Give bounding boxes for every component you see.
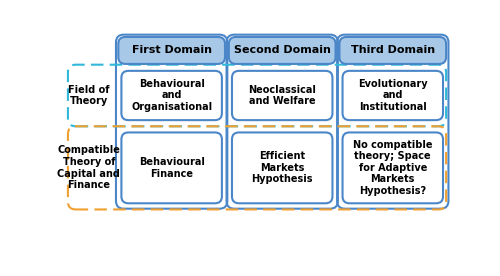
FancyBboxPatch shape — [232, 132, 332, 203]
FancyBboxPatch shape — [122, 132, 222, 203]
Text: Compatible
Theory of
Capital and
Finance: Compatible Theory of Capital and Finance — [58, 145, 120, 190]
FancyBboxPatch shape — [340, 37, 446, 64]
Text: Efficient
Markets
Hypothesis: Efficient Markets Hypothesis — [252, 151, 313, 184]
Text: No compatible
theory; Space
for Adaptive
Markets
Hypothesis?: No compatible theory; Space for Adaptive… — [353, 140, 432, 196]
Text: Behavioural
Finance: Behavioural Finance — [138, 157, 204, 179]
Text: Neoclassical
and Welfare: Neoclassical and Welfare — [248, 85, 316, 106]
FancyBboxPatch shape — [122, 71, 222, 120]
Text: Evolutionary
and
Institutional: Evolutionary and Institutional — [358, 79, 428, 112]
Text: Second Domain: Second Domain — [234, 46, 330, 55]
FancyBboxPatch shape — [229, 37, 336, 64]
FancyBboxPatch shape — [232, 71, 332, 120]
Text: First Domain: First Domain — [132, 46, 212, 55]
FancyBboxPatch shape — [342, 71, 443, 120]
FancyBboxPatch shape — [342, 132, 443, 203]
Text: Behavioural
and
Organisational: Behavioural and Organisational — [131, 79, 212, 112]
Text: Field of
Theory: Field of Theory — [68, 85, 110, 106]
Text: Third Domain: Third Domain — [350, 46, 435, 55]
FancyBboxPatch shape — [118, 37, 225, 64]
